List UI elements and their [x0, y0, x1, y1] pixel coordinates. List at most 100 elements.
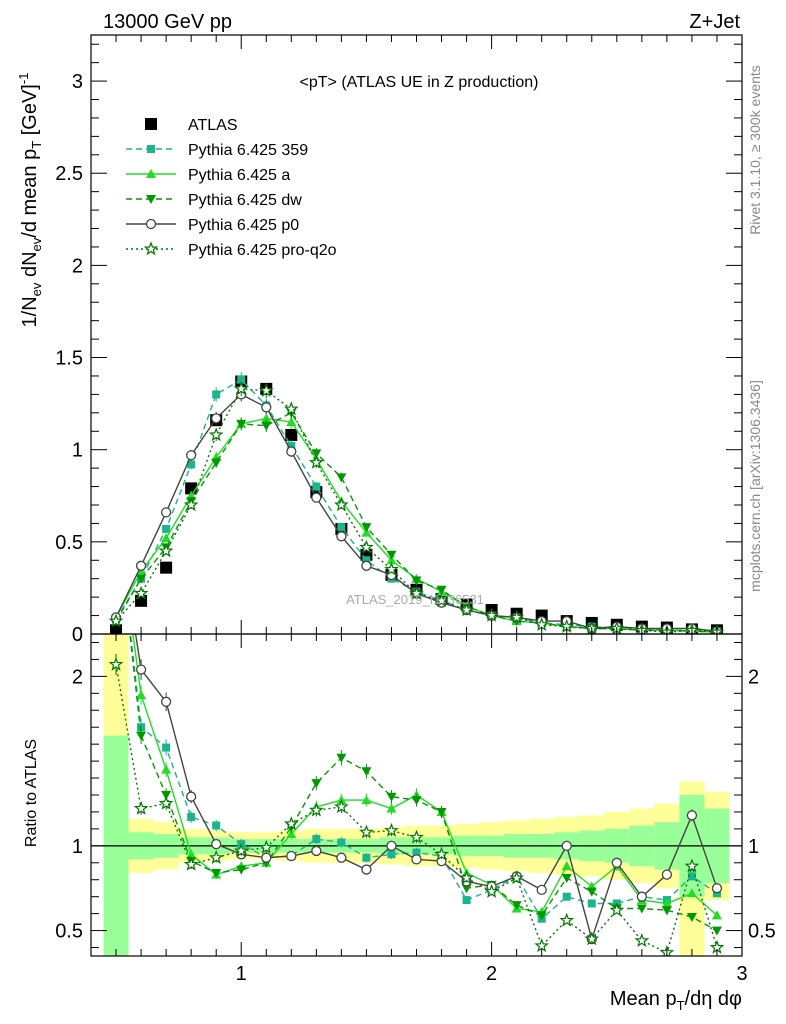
main-point-pythia-6-425-pro-q2o	[308, 454, 324, 469]
main-title: <pT> (ATLAS UE in Z production)	[300, 74, 539, 91]
ratio-point-pythia-6-425-dw	[136, 731, 147, 741]
ratio-point-pythia-6-425-p0	[286, 850, 297, 862]
main-point-pythia-6-425-pro-q2o	[258, 382, 274, 398]
main-point-pythia-6-425-dw	[136, 574, 147, 584]
axis-ticks	[90, 35, 743, 956]
x-tick-label: 2	[486, 963, 497, 985]
ratio-point-pythia-6-425-dw	[211, 868, 222, 878]
main-point-pythia-6-425-p0	[261, 402, 272, 413]
main-point-pythia-6-425-dw	[211, 458, 222, 468]
main-point-pythia-6-425-dw	[336, 473, 347, 483]
legend-marker-atlas	[145, 118, 157, 130]
main-point-pythia-6-425-pro-q2o	[233, 381, 249, 396]
ratio-y-tick-label-left: 1	[72, 836, 83, 858]
main-point-pythia-6-425-pro-q2o	[334, 497, 349, 512]
ratio-point-pythia-6-425-p0	[711, 883, 723, 894]
legend-marker-pythia-6-425-p0	[145, 218, 157, 230]
ratio-point-pythia-6-425-dw	[511, 901, 522, 911]
process-label: Z+Jet	[689, 11, 740, 33]
main-point-pythia-6-425-pro-q2o	[434, 593, 449, 608]
main-point-pythia-6-425-pro-q2o	[359, 539, 374, 554]
ratio-point-pythia-6-425-pro-q2o	[459, 870, 474, 885]
ratio-point-pythia-6-425-pro-q2o	[534, 938, 550, 953]
ratio-point-pythia-6-425-359	[337, 838, 346, 847]
ratio-point-pythia-6-425-a	[386, 803, 397, 813]
ratio-point-pythia-6-425-dw	[686, 913, 697, 923]
main-point-pythia-6-425-p0	[336, 531, 347, 542]
main-point-pythia-6-425-dw	[361, 523, 372, 533]
ratio-point-pythia-6-425-dw	[711, 926, 722, 936]
ratio-point-pythia-6-425-a	[111, 502, 121, 511]
main-point-pythia-6-425-359	[362, 556, 371, 565]
ratio-point-pythia-6-425-pro-q2o	[359, 824, 374, 839]
main-point-pythia-6-425-pro-q2o	[183, 497, 199, 512]
main-point-pythia-6-425-359	[287, 442, 296, 451]
ratio-point-pythia-6-425-p0	[661, 869, 673, 880]
energy-label: 13000 GeV pp	[103, 11, 232, 33]
ratio-point-pythia-6-425-359	[462, 896, 471, 905]
main-point-pythia-6-425-pro-q2o	[484, 607, 499, 622]
ratio-point-pythia-6-425-359	[387, 850, 396, 859]
legend-label-pythia-6-425-359: Pythia 6.425 359	[188, 142, 308, 159]
main-y-tick-label: 3	[72, 71, 83, 93]
main-point-pythia-6-425-pro-q2o	[133, 585, 149, 600]
legend-marker-pythia-6-425-a	[146, 169, 156, 178]
ratio-point-pythia-6-425-pro-q2o	[334, 799, 349, 814]
ratio-point-pythia-6-425-a	[186, 849, 197, 859]
ratio-point-pythia-6-425-359	[187, 813, 196, 822]
main-point-pythia-6-425-p0	[311, 492, 322, 503]
ratio-y-tick-label-left: 2	[72, 666, 83, 688]
x-axis-label: Mean pT/dη dφ	[610, 988, 742, 1013]
ratio-point-pythia-6-425-359	[162, 743, 171, 752]
ratio-point-pythia-6-425-359	[212, 821, 221, 830]
ratio-point-pythia-6-425-dw	[411, 796, 422, 806]
main-point-pythia-6-425-a	[261, 413, 272, 423]
legend-marker-pythia-6-425-359	[147, 145, 155, 153]
x-tick-label: 3	[736, 963, 747, 985]
legend-label-pythia-6-425-a: Pythia 6.425 a	[188, 167, 290, 184]
legend-label-pythia-6-425-pro-q2o: Pythia 6.425 pro-q2o	[188, 242, 337, 259]
ratio-point-pythia-6-425-p0	[186, 791, 197, 802]
ratio-point-pythia-6-425-p0	[112, 502, 121, 511]
main-point-pythia-6-425-p0	[160, 507, 172, 518]
main-point-pythia-6-425-a	[286, 417, 297, 427]
main-point-pythia-6-425-359	[237, 375, 246, 384]
legend-marker-pythia-6-425-pro-q2o	[143, 241, 159, 256]
ratio-point-pythia-6-425-pro-q2o	[258, 839, 274, 854]
ratio-y-axis-label: Ratio to ATLAS	[23, 739, 40, 847]
main-point-pythia-6-425-dw	[261, 421, 272, 431]
ratio-point-pythia-6-425-359	[587, 899, 596, 908]
ratio-point-pythia-6-425-a	[561, 861, 572, 871]
ratio-y-tick-label-right: 2	[748, 666, 759, 688]
main-point-pythia-6-425-pro-q2o	[108, 613, 124, 628]
ratio-point-pythia-6-425-359	[412, 848, 421, 857]
ratio-point-pythia-6-425-p0	[561, 840, 572, 851]
ratio-point-pythia-6-425-pro-q2o	[559, 912, 575, 927]
ratio-point-pythia-6-425-dw	[311, 779, 322, 789]
ratio-point-pythia-6-425-359	[362, 853, 371, 862]
ratio-point-pythia-6-425-pro-q2o	[609, 902, 625, 917]
ratio-point-pythia-6-425-pro-q2o	[584, 931, 600, 946]
ratio-point-pythia-6-425-dw	[661, 906, 672, 916]
ratio-point-pythia-6-425-359	[137, 723, 146, 732]
axis-tick-labels: 00.511.522.530.5 0.51 12 21 2 3	[55, 71, 776, 985]
main-point-pythia-6-425-p0	[135, 560, 147, 571]
ratio-point-pythia-6-425-p0	[361, 864, 372, 875]
ratio-point-pythia-6-425-dw	[236, 865, 247, 875]
ratio-point-pythia-6-425-pro-q2o	[158, 795, 174, 810]
main-point-pythia-6-425-a	[386, 555, 397, 565]
ratio-point-pythia-6-425-pro-q2o	[409, 829, 424, 844]
main-point-pythia-6-425-pro-q2o	[158, 543, 174, 558]
ratio-point-pythia-6-425-p0	[386, 840, 397, 851]
main-point-atlas	[285, 428, 298, 441]
main-point-pythia-6-425-a	[361, 527, 372, 537]
ratio-point-pythia-6-425-p0	[686, 810, 698, 821]
main-point-pythia-6-425-pro-q2o	[208, 427, 224, 442]
ratio-point-pythia-6-425-dw	[561, 874, 572, 884]
ratio-point-pythia-6-425-pro-q2o	[384, 822, 399, 837]
ratio-point-pythia-6-425-359	[687, 872, 696, 881]
legend-label-atlas: ATLAS	[188, 117, 238, 134]
legend-label-pythia-6-425-p0: Pythia 6.425 p0	[188, 217, 299, 234]
ratio-point-pythia-6-425-a	[161, 764, 172, 774]
ratio-point-pythia-6-425-pro-q2o	[484, 883, 499, 898]
